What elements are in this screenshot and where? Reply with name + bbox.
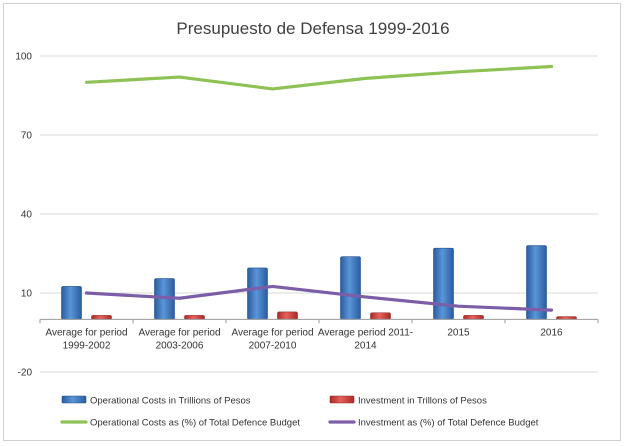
- legend-swatch-1: [329, 395, 355, 404]
- bar-1-2: [277, 311, 298, 320]
- bar-0-3: [340, 256, 361, 320]
- y-tick-label-4: 100: [15, 52, 32, 63]
- bar-1-4: [463, 315, 484, 320]
- bar-1-0: [91, 315, 112, 320]
- y-tick-label-3: 70: [21, 131, 33, 142]
- bar-0-0: [61, 286, 82, 320]
- x-tick-label-4: 2015: [447, 327, 470, 338]
- y-tick-label-2: 40: [21, 210, 33, 221]
- chart-title: Presupuesto de Defensa 1999-2016: [176, 19, 449, 38]
- legend: Operational Costs in Trillions of Pesos I…: [60, 395, 539, 429]
- x-tick-label-0: Average for period 1999-2002: [45, 327, 127, 351]
- y-tick-label-1: 10: [21, 289, 33, 300]
- y-tick-label-0: -20: [18, 368, 33, 379]
- legend-label-2: Operational Costs as (%) of Total Defenc…: [90, 418, 300, 429]
- bar-0-4: [433, 247, 454, 320]
- legend-label-0: Operational Costs in Trillions of Pesos: [90, 396, 251, 407]
- bar-0-2: [247, 267, 268, 320]
- x-tick-label-1: Average for period 2003-2006: [138, 327, 220, 351]
- x-tick-label-3: Average period 2011-2014: [318, 327, 413, 351]
- x-tick-label-5: 2016: [540, 327, 563, 338]
- bar-1-1: [184, 315, 205, 320]
- legend-label-3: Investment as (%) of Total Defence Budge…: [358, 418, 539, 429]
- series-lines: [84, 64, 554, 312]
- chart-frame: [3, 3, 621, 441]
- axes: -20 10 40 70 100 Average for period 1999-2002 A…: [15, 52, 599, 379]
- series-line-1: [84, 284, 554, 312]
- grid: [40, 55, 598, 373]
- x-tick-label-2: Average for period 2007-2010: [231, 327, 313, 351]
- legend-swatch-0: [61, 395, 87, 404]
- legend-label-1: Investment in Trillons of Pesos: [358, 396, 487, 407]
- bar-1-3: [370, 312, 391, 320]
- series-line-0: [84, 64, 554, 91]
